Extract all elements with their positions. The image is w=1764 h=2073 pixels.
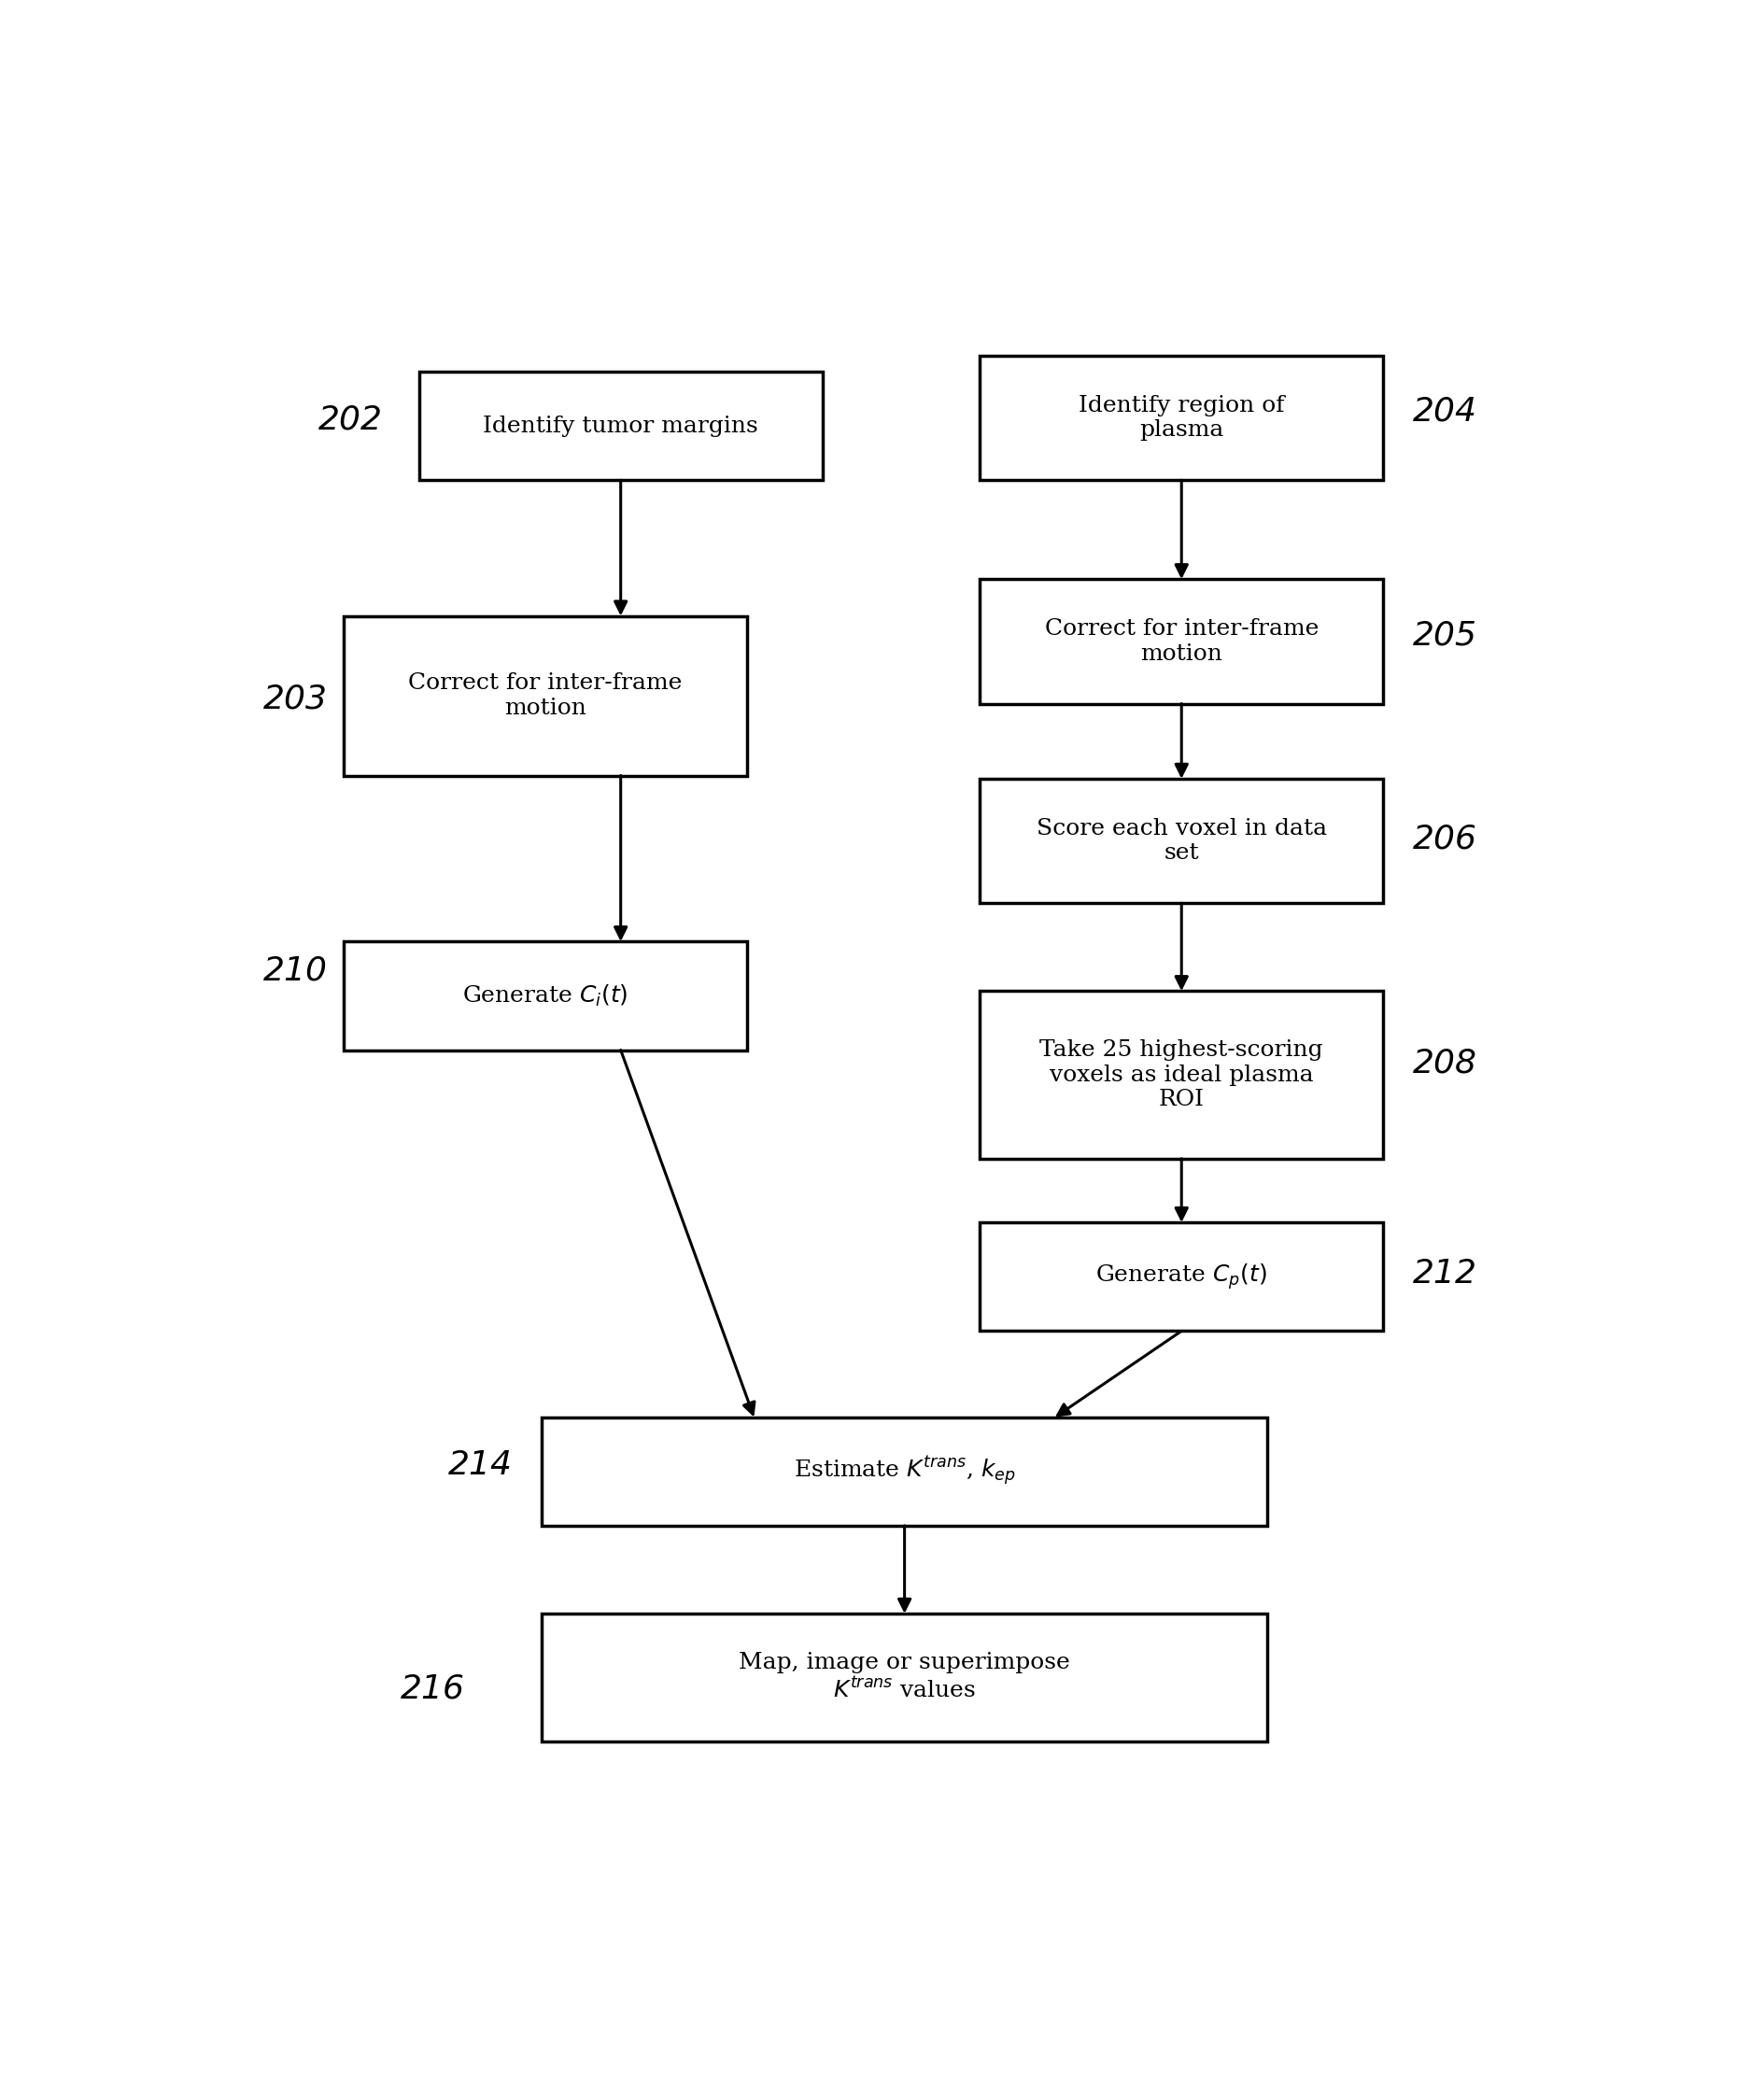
Text: 216: 216 — [400, 1673, 464, 1704]
Text: Identify region of
plasma: Identify region of plasma — [1078, 394, 1284, 442]
Text: Map, image or superimpose
$K^{trans}$ values: Map, image or superimpose $K^{trans}$ va… — [739, 1652, 1069, 1702]
Text: 208: 208 — [1411, 1047, 1476, 1078]
Text: 205: 205 — [1411, 620, 1476, 651]
Bar — [542, 1418, 1267, 1526]
Bar — [418, 371, 822, 481]
Text: 210: 210 — [263, 954, 328, 987]
Text: 214: 214 — [448, 1449, 513, 1480]
Text: Generate $C_p(t)$: Generate $C_p(t)$ — [1095, 1262, 1267, 1291]
Text: Score each voxel in data
set: Score each voxel in data set — [1035, 817, 1327, 864]
Text: Estimate $K^{trans}$, $k_{ep}$: Estimate $K^{trans}$, $k_{ep}$ — [794, 1455, 1014, 1488]
Bar — [979, 991, 1383, 1159]
Bar — [979, 1223, 1383, 1331]
Text: 203: 203 — [263, 682, 328, 715]
Text: Generate $C_i(t)$: Generate $C_i(t)$ — [462, 983, 628, 1007]
Bar — [979, 578, 1383, 703]
Bar — [542, 1613, 1267, 1741]
Bar — [979, 357, 1383, 481]
Text: Identify tumor margins: Identify tumor margins — [483, 415, 759, 437]
Text: 206: 206 — [1411, 823, 1476, 856]
Text: 212: 212 — [1411, 1258, 1476, 1289]
Text: 202: 202 — [318, 404, 383, 435]
Bar — [979, 779, 1383, 904]
Text: 204: 204 — [1411, 396, 1476, 427]
Text: Correct for inter-frame
motion: Correct for inter-frame motion — [407, 672, 683, 719]
Bar — [344, 941, 746, 1051]
Text: Correct for inter-frame
motion: Correct for inter-frame motion — [1044, 618, 1318, 665]
Text: Take 25 highest-scoring
voxels as ideal plasma
ROI: Take 25 highest-scoring voxels as ideal … — [1039, 1039, 1323, 1111]
Bar — [344, 616, 746, 775]
